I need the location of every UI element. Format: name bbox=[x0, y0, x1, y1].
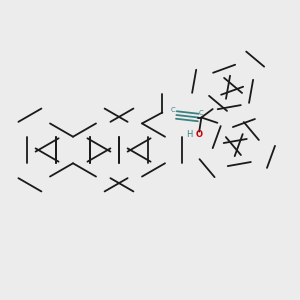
Text: C: C bbox=[198, 110, 203, 116]
Text: H: H bbox=[186, 130, 192, 139]
Text: O: O bbox=[196, 130, 203, 139]
Text: C: C bbox=[171, 107, 175, 113]
